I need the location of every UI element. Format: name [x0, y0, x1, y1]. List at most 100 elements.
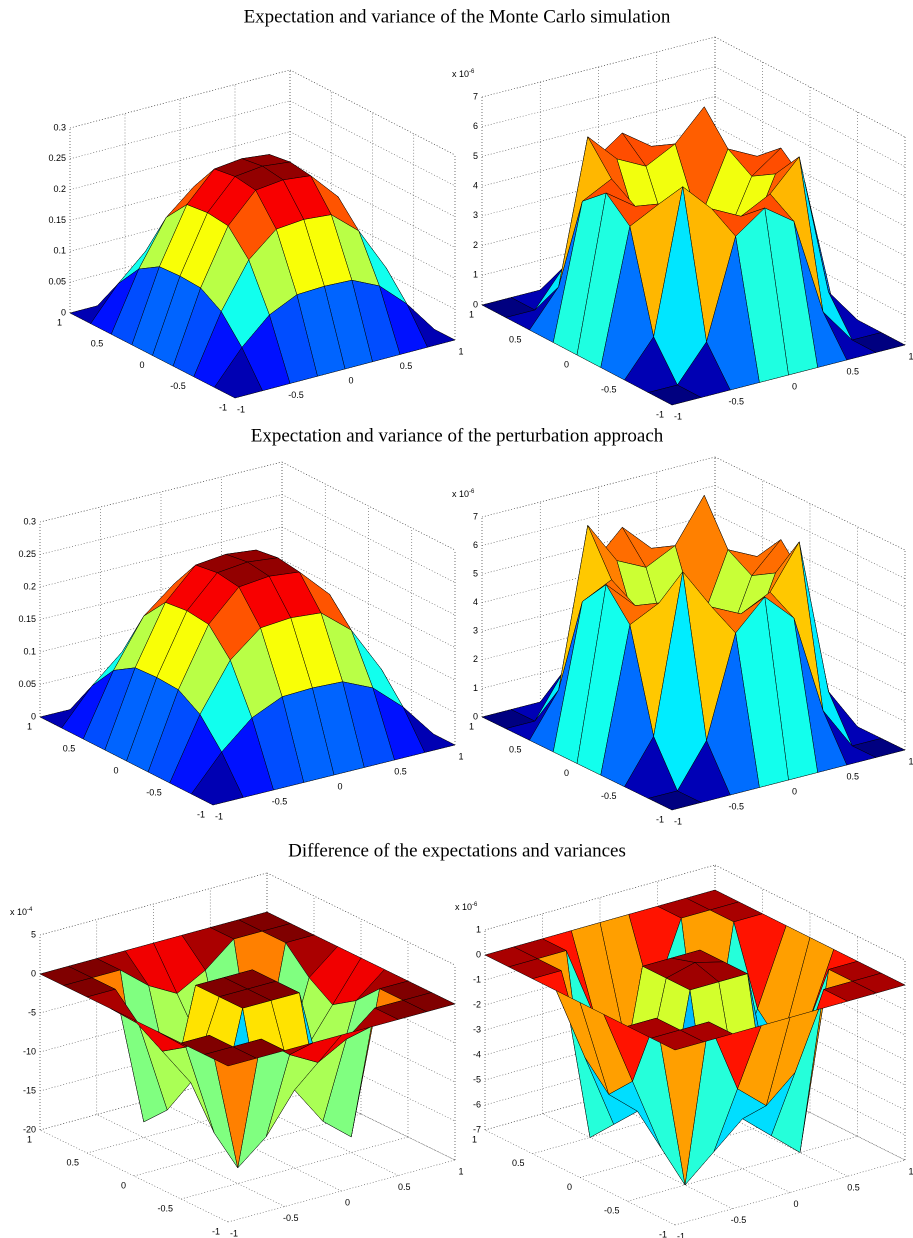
x-tick-label: 0.5: [847, 1183, 860, 1193]
y-tick-label: -0.5: [146, 787, 162, 797]
x-tick-label: 0: [345, 1197, 350, 1207]
y-tick-label: 1: [27, 721, 32, 731]
z-tick-label: 0: [473, 711, 478, 721]
z-tick-label: 7: [473, 511, 478, 521]
z-multiplier-base: x 10: [452, 489, 469, 499]
z-tick-label: 3: [473, 210, 478, 220]
z-multiplier-exponent: -4: [27, 907, 33, 913]
y-tick-label: 0: [121, 1180, 126, 1190]
z-tick-label: 6: [473, 540, 478, 550]
z-tick-label: 0: [473, 299, 478, 309]
x-tick-label: -0.5: [283, 1213, 299, 1223]
y-tick-label: -0.5: [601, 384, 617, 394]
y-tick-label: 1: [57, 317, 62, 327]
y-tick-label: -1: [659, 1229, 667, 1238]
z-multiplier-base: x 10: [452, 69, 469, 79]
z-tick-label: 0.1: [53, 246, 66, 256]
z-tick-label: 4: [473, 597, 478, 607]
z-tick-label: 0.2: [53, 184, 66, 194]
z-tick-label: 1: [473, 683, 478, 693]
z-tick-label: 5: [31, 929, 36, 939]
x-tick-label: 0.5: [846, 366, 859, 376]
z-tick-label: 1: [473, 270, 478, 280]
y-tick-label: 0.5: [509, 334, 522, 344]
z-tick-label: -3: [473, 1024, 481, 1034]
z-tick-label: 0.25: [18, 549, 36, 559]
z-tick-label: 0: [31, 968, 36, 978]
z-tick-label: -10: [23, 1046, 36, 1056]
y-tick-label: -1: [219, 402, 227, 412]
x-tick-label: 1: [458, 346, 463, 356]
x-tick-label: -1: [215, 811, 223, 821]
x-tick-label: 0.5: [398, 1182, 411, 1192]
y-tick-label: -1: [656, 409, 664, 419]
y-tick-label: 1: [27, 1134, 32, 1144]
z-tick-label: 7: [473, 91, 478, 101]
z-tick-label: 0.15: [18, 614, 36, 624]
z-tick-label: -2: [473, 999, 481, 1009]
z-tick-label: 0: [476, 949, 481, 959]
grid-line: [181, 1137, 408, 1199]
page: Expectation and variance of the Monte Ca…: [0, 0, 913, 1238]
z-tick-label: 5: [473, 151, 478, 161]
grid-line: [482, 67, 715, 127]
z-tick-label: 1: [476, 924, 481, 934]
row-title: Expectation and variance of the Monte Ca…: [244, 6, 671, 27]
y-tick-label: 0.5: [512, 1158, 525, 1168]
z-tick-label: 0.2: [23, 581, 36, 591]
z-tick-label: 6: [473, 121, 478, 131]
y-tick-label: -1: [197, 809, 205, 819]
z-tick-label: 0.1: [23, 646, 36, 656]
z-tick-label: -15: [23, 1085, 36, 1095]
grid-line: [228, 1160, 455, 1222]
y-tick-label: 0.5: [91, 339, 104, 349]
z-tick-label: -5: [473, 1074, 481, 1084]
z-tick-label: 0: [31, 711, 36, 721]
z-tick-label: 0.25: [48, 153, 66, 163]
z-multiplier: x 10-6: [452, 489, 475, 500]
y-tick-label: -1: [656, 814, 664, 824]
z-tick-label: 0.3: [53, 122, 66, 132]
x-tick-label: -1: [674, 816, 682, 826]
x-tick-label: 0: [337, 781, 342, 791]
z-tick-label: -7: [473, 1124, 481, 1134]
x-tick-label: -0.5: [728, 396, 744, 406]
x-tick-label: 1: [908, 351, 913, 361]
z-multiplier-base: x 10: [10, 907, 27, 917]
y-tick-label: 1: [472, 1134, 477, 1144]
z-tick-label: 0.05: [18, 679, 36, 689]
z-tick-label: -4: [473, 1049, 481, 1059]
x-tick-label: 0: [792, 786, 797, 796]
x-tick-label: 1: [908, 1166, 913, 1176]
grid-line: [715, 67, 905, 167]
x-tick-label: -0.5: [288, 390, 304, 400]
y-tick-label: -0.5: [170, 381, 186, 391]
z-multiplier: x 10-4: [10, 907, 33, 918]
z-multiplier: x 10-6: [455, 902, 478, 913]
z-tick-label: 3: [473, 626, 478, 636]
z-tick-label: 2: [473, 240, 478, 250]
x-tick-label: -1: [237, 404, 245, 414]
y-tick-label: 0: [567, 1182, 572, 1192]
y-tick-label: 0.5: [63, 743, 76, 753]
z-tick-label: 0.15: [48, 215, 66, 225]
x-tick-label: 0: [348, 375, 353, 385]
y-tick-label: 0.5: [66, 1157, 79, 1167]
x-tick-label: 1: [458, 1166, 463, 1176]
x-tick-label: -0.5: [728, 801, 744, 811]
z-tick-label: -6: [473, 1099, 481, 1109]
z-multiplier-exponent: -6: [469, 489, 475, 495]
z-tick-label: 0.05: [48, 277, 66, 287]
x-tick-label: 0.5: [846, 771, 859, 781]
row-title: Expectation and variance of the perturba…: [251, 425, 664, 446]
z-tick-label: -20: [23, 1124, 36, 1134]
z-multiplier-exponent: -6: [472, 902, 478, 908]
x-tick-label: -1: [674, 411, 682, 421]
z-tick-label: -5: [28, 1007, 36, 1017]
x-tick-label: 1: [908, 756, 913, 766]
y-tick-label: 1: [469, 721, 474, 731]
y-tick-label: 0: [564, 768, 569, 778]
figure: Expectation and variance of the Monte Ca…: [0, 0, 913, 1238]
y-tick-label: -0.5: [604, 1206, 620, 1216]
y-tick-label: 0.5: [509, 745, 522, 755]
